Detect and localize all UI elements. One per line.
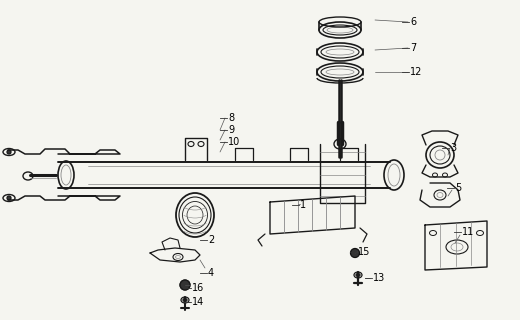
Text: 16: 16 (192, 283, 204, 293)
Text: 4: 4 (208, 268, 214, 278)
Text: 3: 3 (450, 143, 456, 153)
Text: 13: 13 (373, 273, 385, 283)
Text: 1: 1 (300, 200, 306, 210)
Text: 12: 12 (410, 67, 422, 77)
Ellipse shape (7, 196, 11, 200)
Text: 8: 8 (228, 113, 234, 123)
Text: 15: 15 (358, 247, 370, 257)
Text: 11: 11 (462, 227, 474, 237)
Text: 6: 6 (410, 17, 416, 27)
Text: 2: 2 (208, 235, 214, 245)
Text: 14: 14 (192, 297, 204, 307)
Ellipse shape (180, 280, 190, 290)
Ellipse shape (7, 150, 11, 154)
Ellipse shape (183, 299, 187, 301)
Text: 5: 5 (455, 183, 461, 193)
Ellipse shape (356, 274, 360, 276)
Text: 9: 9 (228, 125, 234, 135)
Text: 10: 10 (228, 137, 240, 147)
Text: 7: 7 (410, 43, 416, 53)
Ellipse shape (350, 249, 359, 258)
